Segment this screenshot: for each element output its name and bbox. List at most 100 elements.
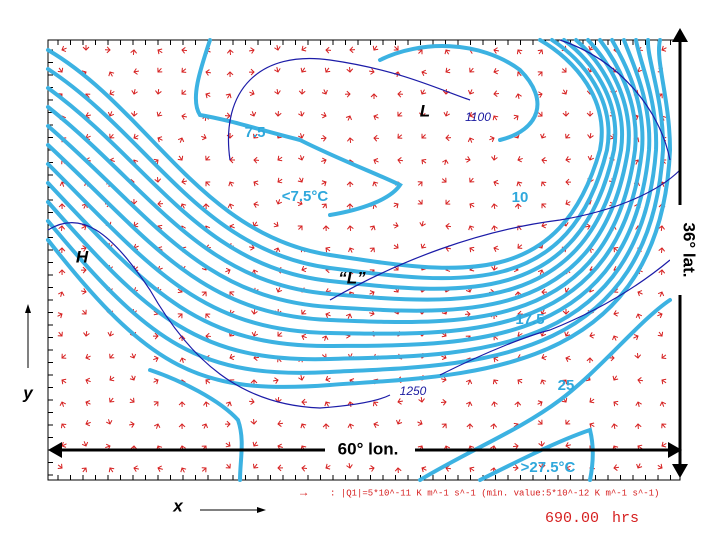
flow-vector [201,467,207,473]
flow-vector [152,332,159,340]
flow-vector [325,375,331,383]
flow-vector [397,111,403,117]
flow-vector [373,114,379,121]
flow-vector [157,48,163,55]
flow-vector [225,463,231,469]
flow-vector [180,467,187,473]
flow-vector [492,379,499,385]
flow-vector [133,133,139,140]
flow-vector [397,157,404,164]
flow-vector [297,199,303,207]
flow-vector [469,177,475,183]
flow-vector [179,357,186,363]
flow-vector [248,47,255,54]
isobar-label: 1100 [465,110,491,124]
flow-vector [541,222,547,229]
flow-vector [81,309,87,315]
label-bg [325,438,415,462]
flow-vector [368,465,375,472]
flow-vector [181,178,187,185]
flow-vector [565,178,572,186]
flow-vector [659,401,667,407]
flow-vector [177,313,183,319]
flow-vector [493,67,499,75]
flow-vector [467,137,475,143]
flow-vector [227,203,235,209]
flow-vector [156,111,163,117]
flow-vector [277,331,283,337]
flow-vector [515,93,522,99]
flow-vector [491,154,498,161]
flow-vector [418,110,426,117]
flow-vector [441,353,447,361]
contour [46,38,645,336]
flow-vector [129,421,135,428]
flow-vector [373,421,379,428]
flow-vector [57,67,64,73]
flow-vector [277,420,284,427]
flow-vector [540,133,547,139]
flow-vector [344,90,351,98]
flow-vector [80,245,87,252]
flow-vector [205,181,211,187]
flow-vector [637,377,644,384]
flow-vector [320,134,327,142]
flow-vector [636,463,643,469]
flow-vector [298,111,305,117]
flow-vector [301,398,308,406]
flow-vector [228,181,235,187]
contour [46,38,652,349]
flow-vector [516,49,523,55]
flow-vector [657,463,663,470]
contour [46,38,638,325]
time-value: 690.00 [545,510,599,527]
flow-vector [61,45,67,53]
flow-vector [274,88,281,95]
flow-vector [540,379,547,385]
flow-vector [346,203,354,210]
flow-vector [589,332,595,339]
flow-vector [441,177,447,183]
flow-vector [584,223,591,230]
flow-vector [541,181,547,187]
flow-vector [205,379,211,385]
flow-vector [301,333,307,341]
flow-vector [657,311,663,319]
flow-vector [397,398,403,405]
flow-vector [273,221,279,228]
flow-vector [224,112,231,120]
flow-vector [469,202,475,209]
flow-vector [561,67,567,73]
flow-vector [565,355,571,363]
flow-vector [541,157,548,164]
flow-vector [275,287,283,293]
flow-vector [108,467,115,473]
contour [46,38,659,362]
flow-vector [537,419,543,425]
flow-vector [229,291,235,297]
flow-vector [57,463,63,469]
flow-vector [491,203,498,210]
flow-vector [441,376,447,383]
flow-vector [421,158,427,165]
flow-vector [538,462,546,469]
flow-vector [347,423,354,429]
flow-vector [564,331,571,337]
flow-vector [417,199,423,205]
flow-vector [82,45,90,51]
flow-vector [613,400,619,407]
legend-text: : |Q1|=5*10^-11 K m^-1 s^-1 (min. value:… [330,488,659,498]
flow-vector [252,463,259,469]
flow-vector [180,203,187,209]
flow-vector [441,423,447,429]
flow-vector [538,440,545,447]
flow-vector [537,400,543,407]
flow-vector [613,310,619,317]
y-arrow [25,304,31,368]
flow-vector [465,401,473,407]
flow-vector [468,89,475,95]
flow-vector [249,244,255,251]
flow-vector [489,135,495,143]
flow-vector [368,68,375,75]
flow-vector [517,378,523,385]
